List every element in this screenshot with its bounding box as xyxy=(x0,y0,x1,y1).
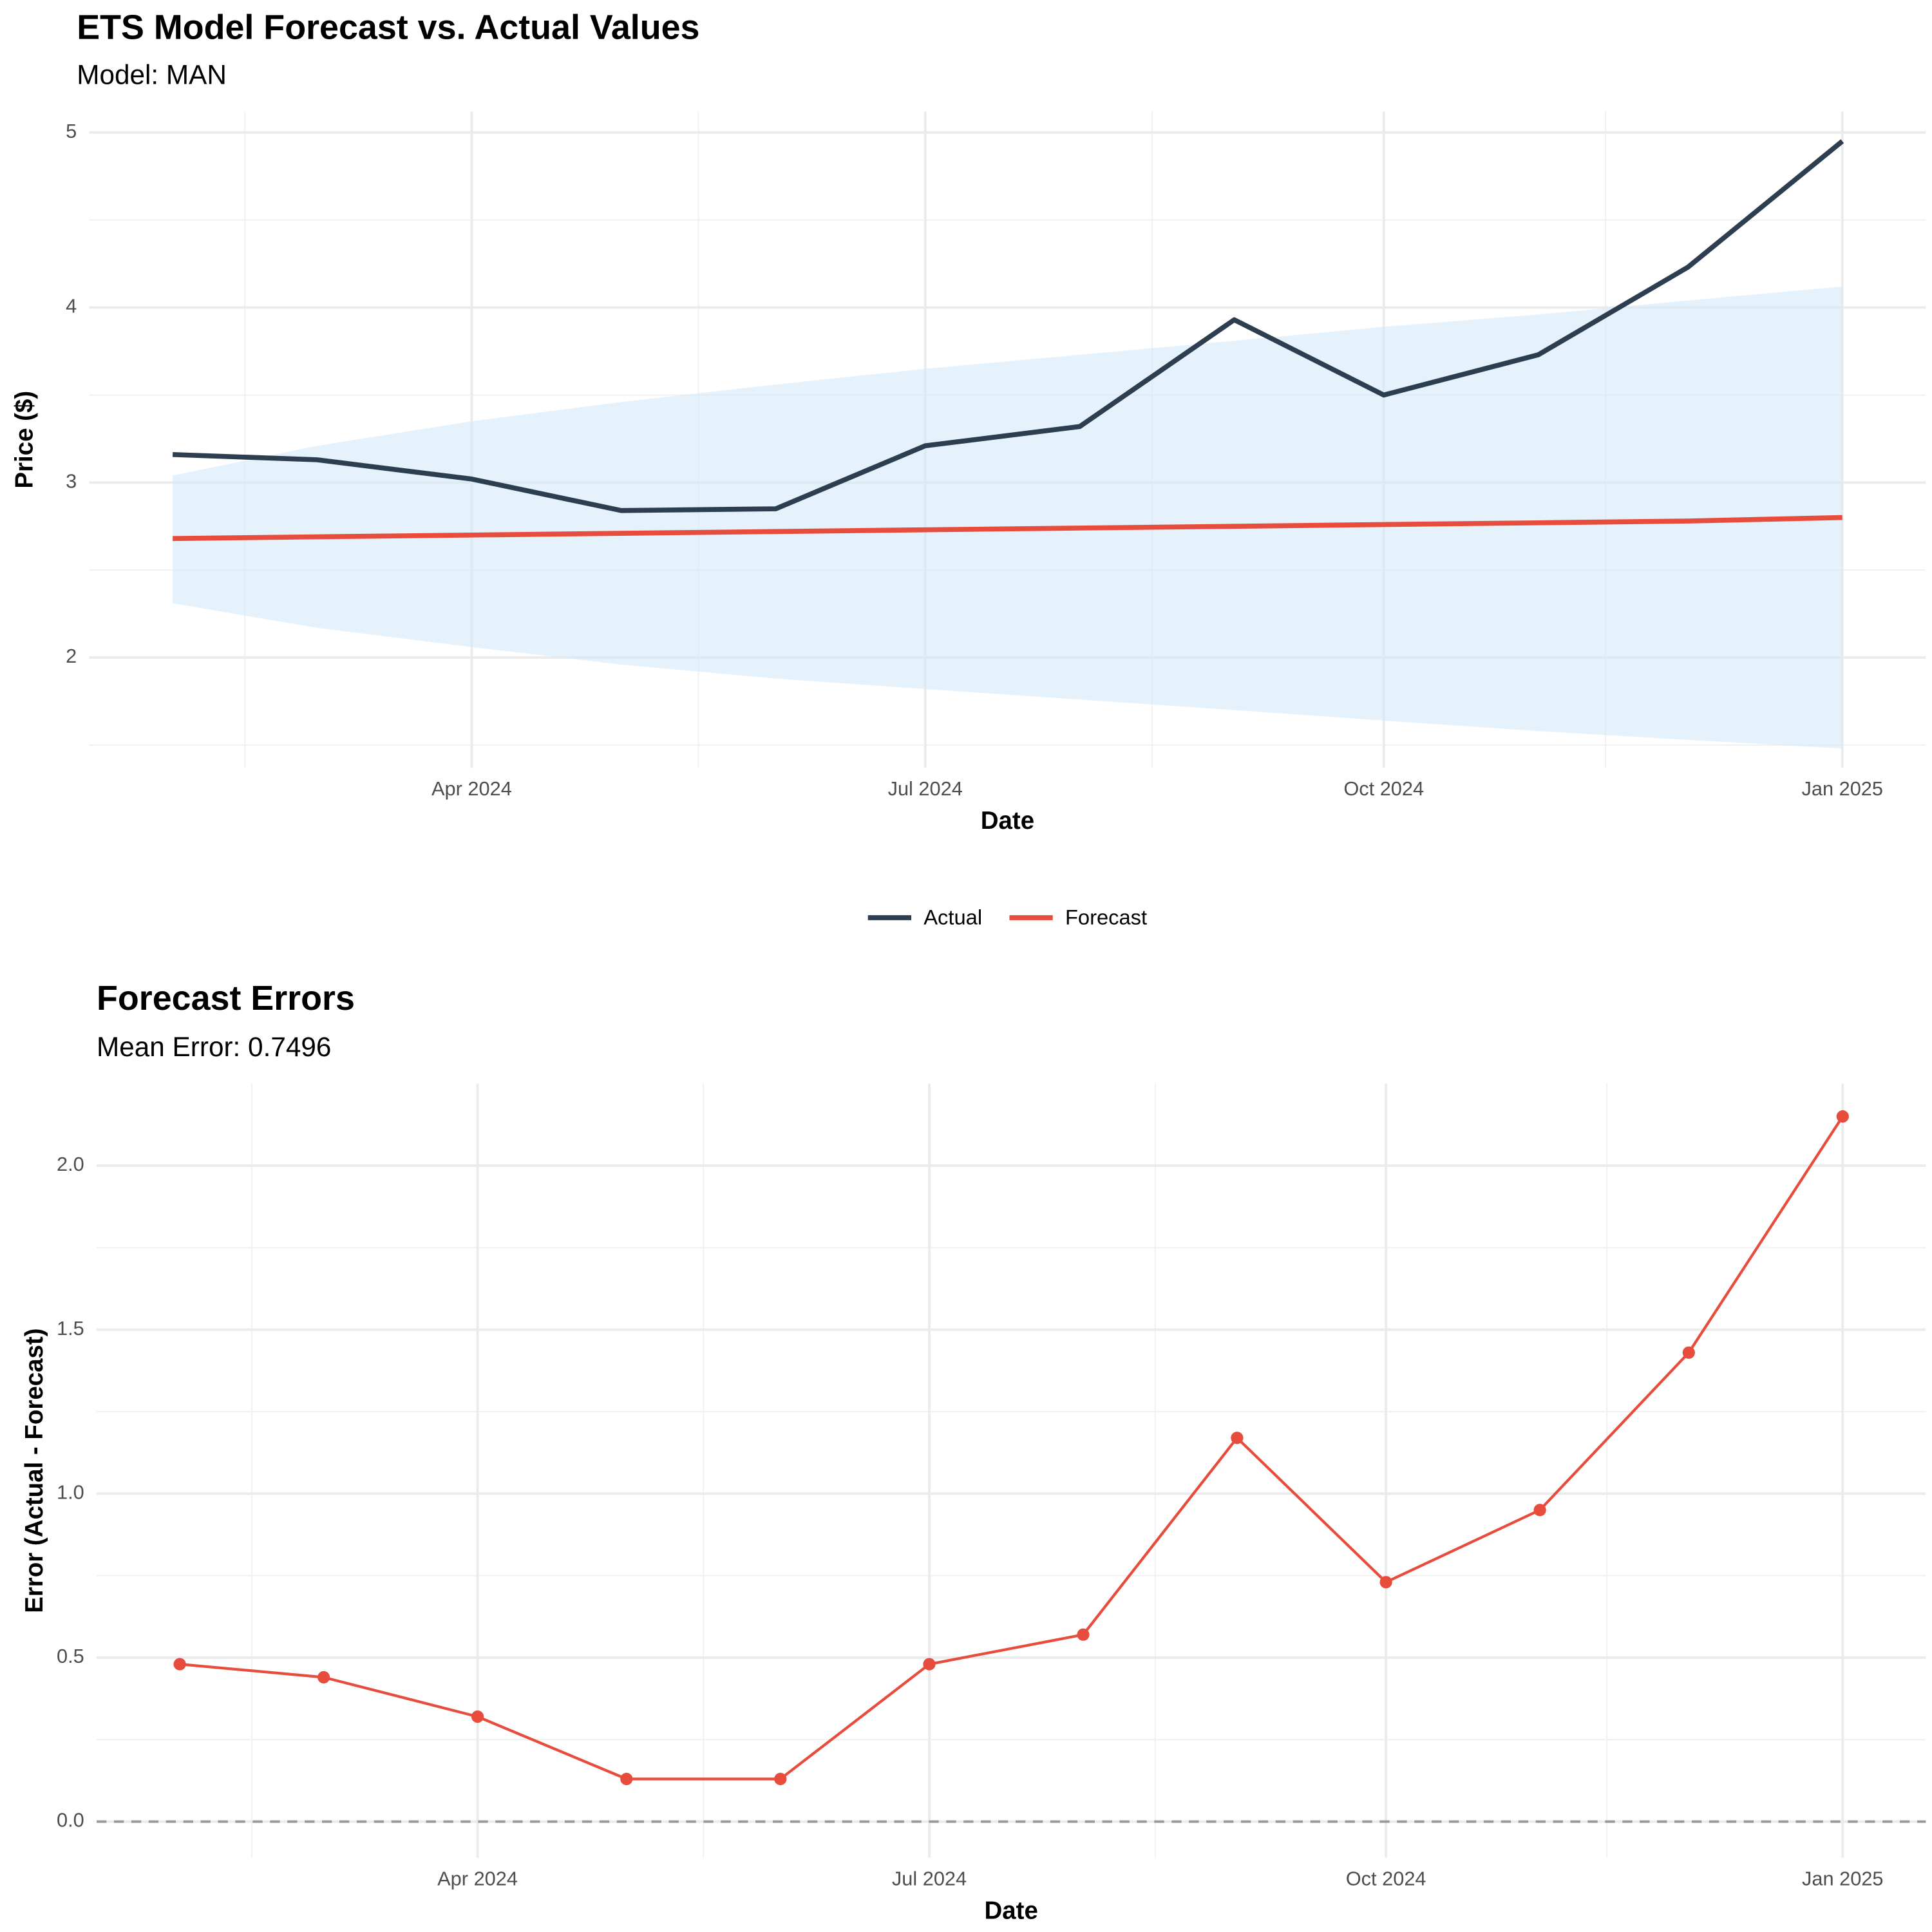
x-axis-label: Date xyxy=(985,1897,1038,1924)
data-point xyxy=(173,1658,186,1671)
data-point xyxy=(923,1658,936,1671)
y-axis-label: Error (Actual - Forecast) xyxy=(21,1328,48,1613)
legend-label: Actual xyxy=(923,905,982,929)
data-line xyxy=(173,515,1842,542)
legend-label: Forecast xyxy=(1065,905,1147,929)
x-tick-label: Oct 2024 xyxy=(1343,777,1424,800)
chart-title: ETS Model Forecast vs. Actual Values xyxy=(77,8,699,46)
data-point xyxy=(1836,1110,1849,1123)
data-point xyxy=(1682,1346,1695,1359)
data-point xyxy=(317,1671,330,1684)
data-point xyxy=(620,1772,633,1786)
data-point xyxy=(774,1772,787,1786)
data-point xyxy=(1379,1576,1392,1589)
data-line xyxy=(179,1115,1844,1781)
y-tick-label: 4 xyxy=(66,295,77,317)
y-axis-label: Price ($) xyxy=(11,391,39,489)
y-tick-label: 2 xyxy=(66,645,77,667)
x-tick-label: Apr 2024 xyxy=(431,777,512,800)
y-tick-label: 2.0 xyxy=(57,1153,84,1175)
y-tick-label: 3 xyxy=(66,469,77,492)
y-tick-label: 0.0 xyxy=(57,1809,84,1832)
y-tick-label: 1.5 xyxy=(57,1317,84,1340)
x-tick-label: Apr 2024 xyxy=(437,1867,518,1889)
y-tick-label: 5 xyxy=(66,120,77,142)
x-tick-label: Oct 2024 xyxy=(1346,1867,1426,1889)
chart-subtitle: Mean Error: 0.7496 xyxy=(97,1032,331,1062)
data-point xyxy=(471,1710,484,1723)
x-axis-label: Date xyxy=(981,807,1034,835)
data-point xyxy=(1533,1504,1546,1517)
confidence-band xyxy=(173,286,1842,749)
x-tick-label: Jan 2025 xyxy=(1802,1867,1884,1889)
x-tick-label: Jul 2024 xyxy=(892,1867,967,1889)
data-line xyxy=(172,139,1844,513)
data-point xyxy=(1077,1628,1090,1641)
x-tick-label: Jan 2025 xyxy=(1801,777,1883,800)
chart-title: Forecast Errors xyxy=(97,979,355,1018)
x-tick-label: Jul 2024 xyxy=(888,777,963,800)
chart-subtitle: Model: MAN xyxy=(77,59,227,90)
y-tick-label: 1.0 xyxy=(57,1481,84,1503)
y-tick-label: 0.5 xyxy=(57,1645,84,1667)
data-point xyxy=(1231,1432,1244,1444)
